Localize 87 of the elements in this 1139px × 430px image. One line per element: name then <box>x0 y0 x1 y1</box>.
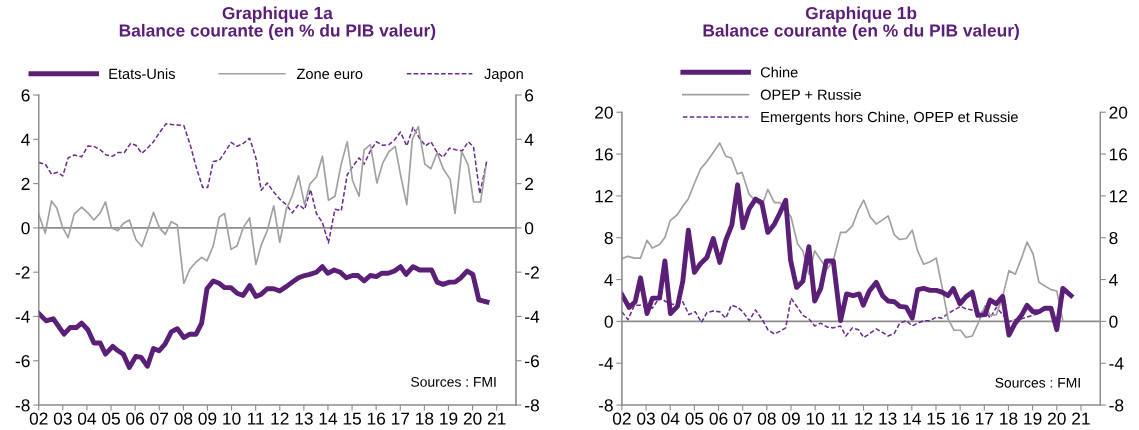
x-tick-label: 21 <box>487 412 506 425</box>
x-tick-label: 08 <box>174 412 193 425</box>
legend-label: Japon <box>484 68 523 82</box>
legend-label: OPEP + Russie <box>760 89 861 100</box>
y-tick-label: -6 <box>15 354 30 368</box>
x-tick-label: 06 <box>126 412 145 425</box>
y-tick-label: 4 <box>604 273 614 286</box>
y-tick-label: 4 <box>21 133 30 146</box>
y2-tick-label: 4 <box>524 133 534 146</box>
x-tick-label: 07 <box>733 412 752 425</box>
chart-title: Graphique 1b Balance courante (en % du PIB valeur) <box>703 6 1019 41</box>
x-tick-label: 15 <box>343 412 361 425</box>
y2-tick-label: 20 <box>1109 106 1128 119</box>
y-tick-label: -8 <box>598 399 613 412</box>
x-tick-label: 10 <box>806 412 825 425</box>
y-tick-label: 2 <box>21 177 30 190</box>
y2-tick-label: 0 <box>524 222 534 235</box>
x-tick-label: 20 <box>463 412 482 425</box>
y2-tick-label: -4 <box>1109 357 1124 370</box>
line-series <box>38 125 487 285</box>
x-tick-label: 07 <box>150 412 169 425</box>
legend-label: Etats-Unis <box>109 68 175 80</box>
chart-title: Graphique 1a Balance courante (en % du PIB valeur) <box>119 6 436 41</box>
x-tick-label: 06 <box>709 412 728 425</box>
y-tick-label: 16 <box>595 148 613 161</box>
y-tick-label: -4 <box>598 357 614 370</box>
y2-tick-label: 2 <box>525 177 534 190</box>
y2-tick-label: -4 <box>525 310 540 323</box>
y-tick-label: 8 <box>604 231 613 245</box>
y2-tick-label: 12 <box>1109 190 1128 203</box>
x-tick-label: 18 <box>1000 412 1018 425</box>
line-series <box>38 264 490 370</box>
y-tick-label: 0 <box>21 222 30 235</box>
y2-tick-label: -6 <box>525 354 539 368</box>
x-tick-label: 03 <box>53 412 72 425</box>
x-tick-label: 16 <box>367 412 386 425</box>
y-tick-label: 20 <box>595 106 613 119</box>
x-tick-label: 13 <box>295 412 313 425</box>
line-series <box>38 123 488 244</box>
x-tick-label: 02 <box>29 412 48 425</box>
y2-tick-label: 8 <box>1109 231 1118 245</box>
x-tick-label: 04 <box>661 412 680 425</box>
x-tick-label: 03 <box>637 412 655 425</box>
x-tick-label: 16 <box>951 412 970 425</box>
x-tick-label: 09 <box>782 412 800 425</box>
x-tick-label: 04 <box>77 412 97 425</box>
x-tick-label: 15 <box>927 412 945 425</box>
y2-tick-label: 16 <box>1109 148 1128 161</box>
x-tick-label: 18 <box>416 412 434 425</box>
x-tick-label: 12 <box>271 412 289 425</box>
y-tick-label: 12 <box>595 190 613 203</box>
line-series <box>621 142 1064 339</box>
x-tick-label: 19 <box>1024 412 1042 425</box>
y-tick-label: 0 <box>604 315 613 328</box>
y2-tick-label: 6 <box>525 89 534 102</box>
x-tick-label: 12 <box>855 412 873 425</box>
x-tick-label: 05 <box>685 412 704 425</box>
x-tick-label: 11 <box>247 412 264 425</box>
legend-label: Emergents hors Chine, OPEP et Russie <box>761 111 1018 126</box>
y-tick-label: 6 <box>21 89 30 102</box>
line-series <box>621 182 1074 338</box>
legend-label: Zone euro <box>296 68 363 80</box>
x-tick-label: 14 <box>903 412 921 425</box>
y2-tick-label: 0 <box>1109 315 1118 328</box>
x-tick-label: 19 <box>440 412 458 425</box>
y2-tick-label: 4 <box>1109 273 1118 286</box>
y-tick-label: -4 <box>15 310 30 323</box>
y2-tick-label: -2 <box>525 266 539 279</box>
y2-tick-label: -8 <box>1109 399 1124 412</box>
legend-label: Chine <box>760 66 798 78</box>
x-tick-label: 20 <box>1048 412 1066 425</box>
x-tick-label: 11 <box>831 412 848 425</box>
annotation: Sources : FMI <box>411 376 496 387</box>
x-tick-label: 21 <box>1072 412 1090 425</box>
x-tick-label: 09 <box>198 412 217 425</box>
x-tick-label: 13 <box>879 412 897 425</box>
x-tick-label: 14 <box>319 412 338 425</box>
annotation: Sources : FMI <box>995 377 1080 388</box>
y2-tick-label: -8 <box>525 399 539 412</box>
x-tick-label: 17 <box>975 412 994 425</box>
x-tick-label: 10 <box>223 412 241 425</box>
x-tick-label: 17 <box>391 412 410 425</box>
y-tick-label: -2 <box>15 266 30 279</box>
x-tick-label: 08 <box>757 412 776 425</box>
y-tick-label: -8 <box>15 399 30 412</box>
x-tick-label: 05 <box>102 412 120 425</box>
x-tick-label: 02 <box>612 412 631 425</box>
